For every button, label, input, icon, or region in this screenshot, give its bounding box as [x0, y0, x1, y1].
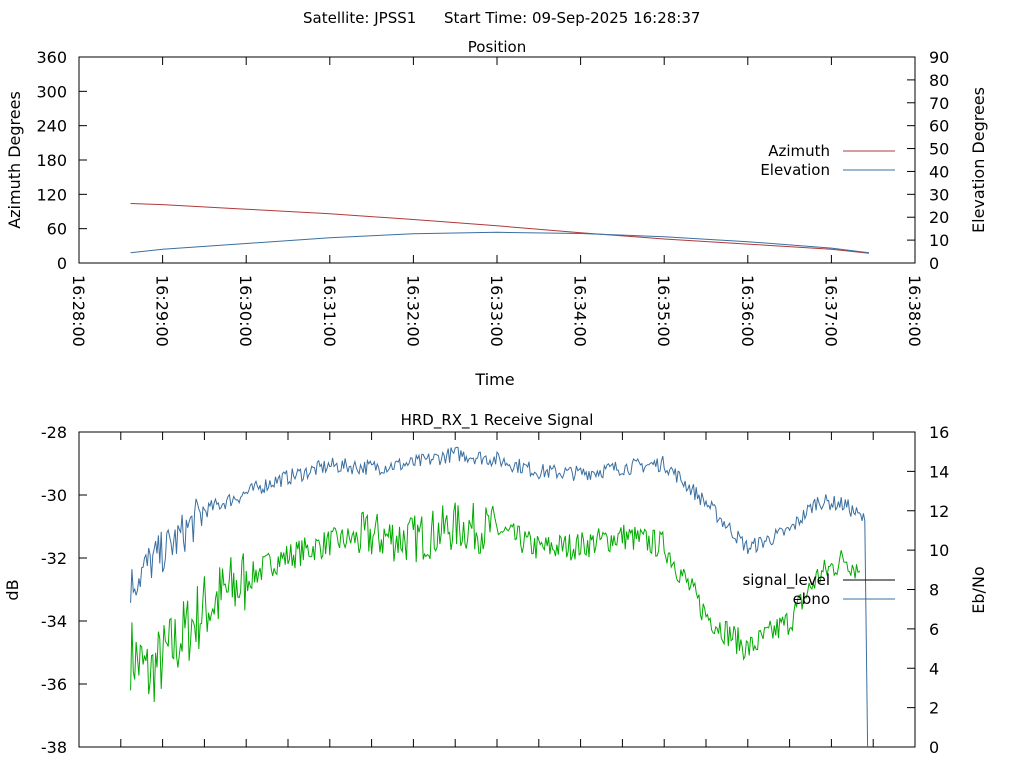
- elevation-tick-label: 70: [929, 94, 949, 113]
- elevation-tick-label: 30: [929, 185, 949, 204]
- ebno-tick-label: 0: [929, 738, 939, 757]
- db-tick-label: -28: [41, 423, 67, 442]
- ebno-tick-label: 8: [929, 581, 939, 600]
- legend-label-signal-level: signal_level: [742, 571, 830, 590]
- time-tick-label: 16:33:00: [487, 275, 506, 347]
- time-tick-label: 16:30:00: [236, 275, 255, 347]
- time-tick-label: 16:35:00: [654, 275, 673, 347]
- ebno-tick-label: 2: [929, 699, 939, 718]
- azimuth-tick-label: 300: [36, 82, 67, 101]
- azimuth-line: [130, 203, 870, 254]
- elevation-tick-label: 90: [929, 48, 949, 67]
- time-tick-label: 16:29:00: [153, 275, 172, 347]
- legend-label-ebno: ebno: [793, 590, 830, 608]
- db-tick-label: -36: [41, 675, 67, 694]
- receive-signal-chart: HRD_RX_1 Receive Signal dB Eb/No -38 -36 -…: [3, 411, 988, 757]
- signal-legend: signal_level ebno: [742, 571, 895, 608]
- azimuth-tick-label: 240: [36, 117, 67, 136]
- elevation-tick-label: 60: [929, 117, 949, 136]
- azimuth-tick-label: 60: [47, 220, 67, 239]
- ebno-axis-title: Eb/No: [969, 566, 988, 613]
- elevation-tick-label: 80: [929, 71, 949, 90]
- azimuth-tick-label: 120: [36, 185, 67, 204]
- db-tick-label: -34: [41, 612, 67, 631]
- azimuth-tick-label: 0: [57, 254, 67, 273]
- position-chart-title: Position: [468, 38, 526, 56]
- time-axis-title: Time: [474, 370, 514, 389]
- start-time-label: Start Time: 09-Sep-2025 16:28:37: [444, 9, 700, 27]
- legend-label-azimuth: Azimuth: [768, 142, 830, 160]
- time-tick-label: 16:31:00: [320, 275, 339, 347]
- ebno-tick-label: 16: [929, 423, 949, 442]
- ebno-tick-label: 12: [929, 502, 949, 521]
- satellite-label: Satellite: JPSS1: [303, 9, 416, 27]
- ebno-tick-label: 4: [929, 659, 939, 678]
- db-axis-title: dB: [3, 579, 22, 600]
- time-tick-label: 16:32:00: [403, 275, 422, 347]
- azimuth-axis-title: Azimuth Degrees: [5, 91, 24, 229]
- receive-signal-chart-title: HRD_RX_1 Receive Signal: [401, 411, 594, 430]
- time-tick-label: 16:36:00: [738, 275, 757, 347]
- signal-level-line: [130, 502, 860, 703]
- elevation-tick-label: 0: [929, 254, 939, 273]
- elevation-axis-title: Elevation Degrees: [969, 87, 988, 233]
- position-chart: Position Azimuth Degrees Elevation Degre…: [5, 38, 988, 389]
- db-tick-label: -32: [41, 549, 67, 568]
- ebno-line: [130, 446, 869, 748]
- ebno-tick-label: 6: [929, 620, 939, 639]
- azimuth-tick-label: 360: [36, 48, 67, 67]
- elevation-tick-label: 50: [929, 140, 949, 159]
- position-legend: Azimuth Elevation: [760, 142, 895, 179]
- time-tick-label: 16:37:00: [821, 275, 840, 347]
- time-tick-label: 16:28:00: [69, 275, 88, 347]
- legend-label-elevation: Elevation: [760, 161, 830, 179]
- signal-plot-frame: [78, 431, 916, 748]
- elevation-tick-label: 20: [929, 208, 949, 227]
- time-tick-label: 16:34:00: [571, 275, 590, 347]
- azimuth-tick-label: 180: [36, 151, 67, 170]
- time-tick-label: 16:38:00: [905, 275, 924, 347]
- ebno-tick-label: 10: [929, 541, 949, 560]
- elevation-line: [130, 231, 870, 254]
- elevation-tick-label: 10: [929, 231, 949, 250]
- db-tick-label: -38: [41, 738, 67, 757]
- db-tick-label: -30: [41, 486, 67, 505]
- ebno-tick-label: 14: [929, 462, 949, 481]
- elevation-tick-label: 40: [929, 162, 949, 181]
